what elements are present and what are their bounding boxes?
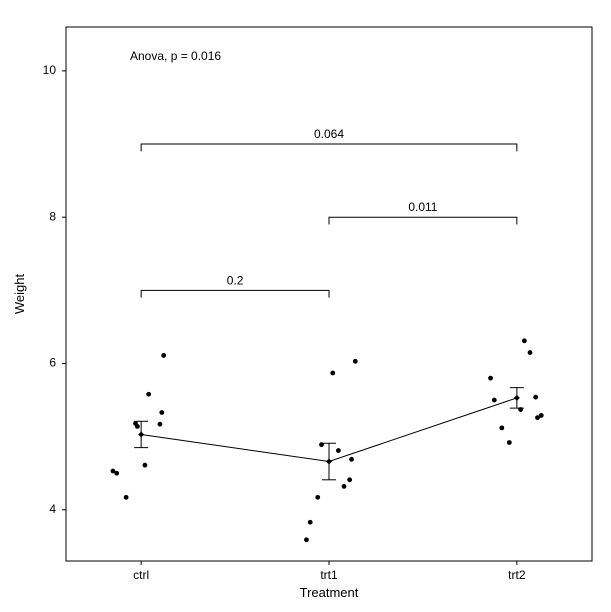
data-point xyxy=(146,392,151,397)
x-tick-label: trt1 xyxy=(320,568,338,582)
data-point xyxy=(507,440,512,445)
data-point xyxy=(533,395,538,400)
data-point xyxy=(124,495,129,500)
data-point xyxy=(499,425,504,430)
y-tick-label: 10 xyxy=(43,63,57,77)
comparison-label: 0.064 xyxy=(314,127,344,141)
comparison-label: 0.2 xyxy=(227,273,244,287)
data-point xyxy=(159,410,164,415)
data-point xyxy=(528,350,533,355)
data-point xyxy=(342,484,347,489)
data-point xyxy=(349,457,354,462)
y-tick-label: 6 xyxy=(49,356,56,370)
comparison-label: 0.011 xyxy=(408,200,437,214)
data-point xyxy=(347,477,352,482)
data-point xyxy=(535,415,540,420)
data-point xyxy=(135,424,140,429)
data-point xyxy=(143,463,148,468)
y-tick-label: 8 xyxy=(49,209,56,223)
weight-by-treatment-chart: 4 6 8 10 ctrl trt1 trt2 Weight Treatment Anova, p… xyxy=(0,0,611,612)
data-point xyxy=(315,495,320,500)
x-tick-label: ctrl xyxy=(133,568,149,582)
y-tick-label: 4 xyxy=(49,502,56,516)
data-point xyxy=(111,469,116,474)
anova-subtitle: Anova, p = 0.016 xyxy=(130,49,221,63)
data-point xyxy=(158,422,163,427)
data-point xyxy=(304,537,309,542)
data-point xyxy=(161,353,166,358)
data-point xyxy=(522,338,527,343)
data-point xyxy=(353,359,358,364)
data-point xyxy=(308,520,313,525)
data-point xyxy=(330,371,335,376)
x-tick-label: trt2 xyxy=(508,568,526,582)
x-axis-title: Treatment xyxy=(300,585,359,600)
y-axis-title: Weight xyxy=(12,274,27,315)
data-point xyxy=(492,398,497,403)
data-point xyxy=(488,376,493,381)
data-point xyxy=(336,448,341,453)
